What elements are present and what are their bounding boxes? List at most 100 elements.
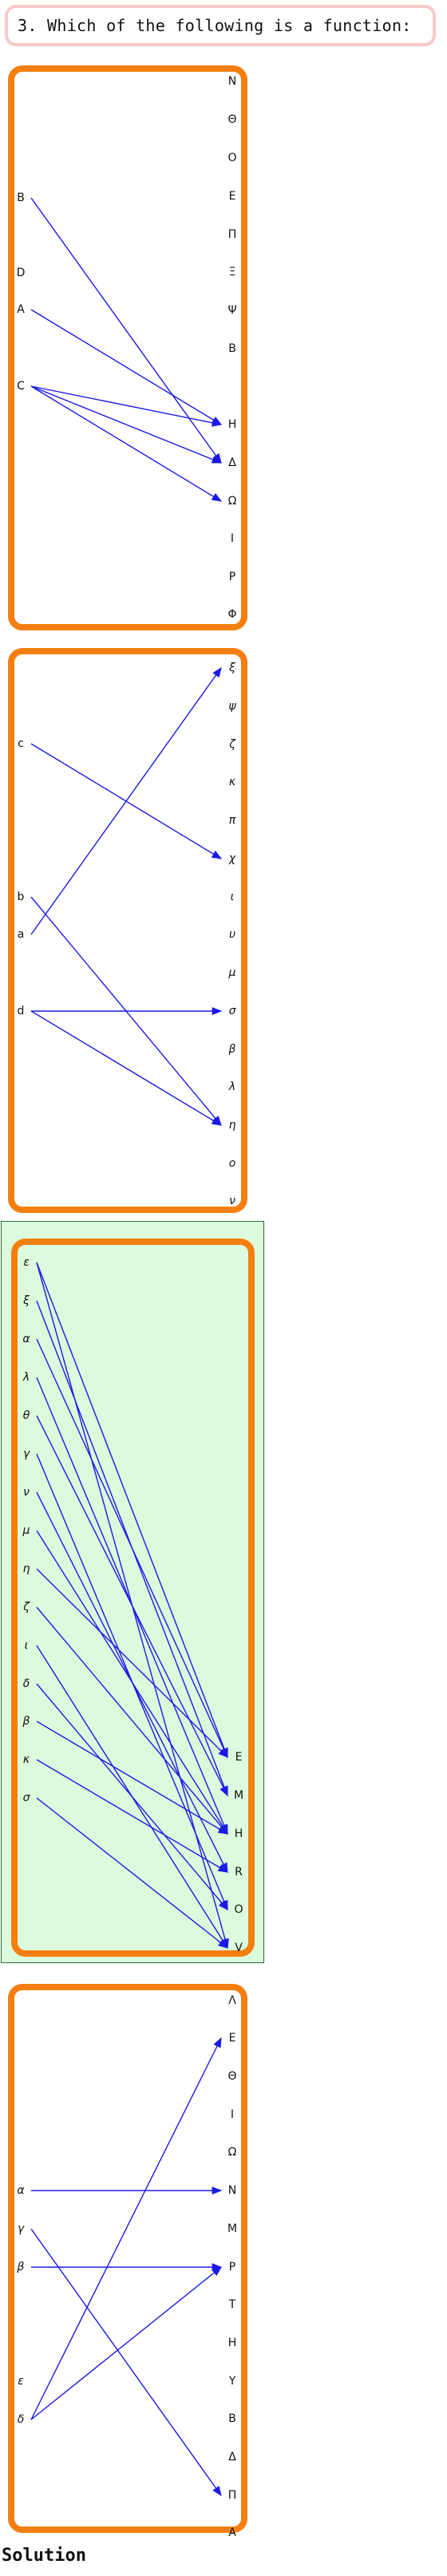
- codomain-element: χ: [228, 852, 236, 865]
- question-prompt: 3. Which of the following is a function:: [5, 5, 436, 46]
- codomain-element: Ξ: [228, 266, 236, 279]
- codomain-element: B: [228, 2412, 236, 2425]
- codomain-element: P: [228, 571, 236, 583]
- mapping-arrow: [30, 2266, 222, 2420]
- domain-element: b: [17, 891, 25, 903]
- domain-element: κ: [22, 1753, 30, 1766]
- domain-element: α: [22, 1333, 30, 1345]
- domain-element: c: [18, 737, 24, 750]
- codomain-element: O: [234, 1903, 243, 1916]
- codomain-element: Π: [227, 228, 237, 241]
- option-card-2[interactable]: [8, 648, 247, 1213]
- mapping-arrow: [30, 385, 223, 464]
- codomain-element: V: [235, 1942, 243, 1954]
- codomain-element: ο: [228, 1157, 236, 1170]
- codomain-element: Ω: [227, 2146, 237, 2159]
- codomain-element: A: [228, 2527, 236, 2539]
- domain-element: α: [17, 2184, 25, 2197]
- codomain-element: υ: [228, 928, 236, 941]
- codomain-element: Θ: [227, 113, 237, 126]
- option-card-1[interactable]: [8, 65, 247, 630]
- domain-element: a: [17, 928, 25, 941]
- codomain-element: Π: [227, 2489, 237, 2502]
- codomain-element: λ: [228, 1081, 236, 1093]
- codomain-element: Δ: [228, 456, 236, 469]
- codomain-element: π: [228, 814, 236, 827]
- mapping-arrow: [36, 1262, 228, 1759]
- domain-element: d: [17, 1005, 25, 1017]
- codomain-element: Δ: [228, 2451, 236, 2463]
- mapping-arrow: [30, 385, 223, 502]
- codomain-element: ν: [229, 1195, 235, 1207]
- domain-element: ε: [18, 2375, 24, 2388]
- codomain-element: N: [227, 75, 237, 88]
- codomain-element: O: [227, 152, 237, 164]
- mapping-arrow: [30, 666, 222, 935]
- domain-element: δ: [17, 2413, 25, 2426]
- mapping-arrow: [36, 1721, 229, 1835]
- codomain-element: ι: [230, 891, 235, 903]
- codomain-element: I: [230, 2108, 235, 2121]
- mapping-arrow: [36, 1683, 228, 1910]
- mapping-arrow: [36, 1606, 228, 1835]
- domain-element: μ: [22, 1524, 30, 1537]
- mapping-arrow: [30, 385, 223, 427]
- codomain-element: ξ: [229, 662, 235, 674]
- domain-element: A: [17, 303, 25, 316]
- mapping-arrow: [30, 309, 223, 425]
- codomain-element: ψ: [228, 700, 236, 713]
- domain-element: β: [22, 1715, 30, 1728]
- mapping-arrow: [30, 2228, 222, 2497]
- domain-element: C: [17, 380, 25, 393]
- option-card-3[interactable]: [11, 1239, 255, 1957]
- codomain-element: M: [233, 1789, 244, 1802]
- domain-element: ε: [23, 1256, 30, 1269]
- solution-heading: Solution: [2, 2546, 86, 2566]
- mapping-arrow: [30, 197, 222, 464]
- codomain-element: H: [227, 2337, 237, 2349]
- mapping-arrow: [30, 1010, 223, 1126]
- mapping-arrow: [36, 1568, 228, 1758]
- domain-element: ι: [24, 1639, 29, 1652]
- domain-element: η: [22, 1563, 30, 1575]
- domain-element: λ: [22, 1371, 30, 1384]
- domain-element: β: [17, 2261, 25, 2274]
- domain-element: D: [16, 267, 26, 279]
- codomain-element: E: [228, 2032, 236, 2045]
- mapping-arrow: [36, 1338, 228, 1759]
- codomain-element: B: [228, 342, 236, 355]
- domain-element: ν: [23, 1486, 30, 1499]
- codomain-element: σ: [228, 1005, 236, 1017]
- domain-element: B: [17, 192, 25, 204]
- codomain-element: Λ: [228, 1994, 236, 2007]
- domain-element: ζ: [23, 1601, 30, 1614]
- codomain-element: μ: [228, 966, 236, 979]
- codomain-element: H: [234, 1827, 243, 1840]
- codomain-element: N: [227, 2184, 237, 2197]
- codomain-element: E: [235, 1751, 243, 1764]
- codomain-element: R: [235, 1866, 243, 1879]
- codomain-element: η: [228, 1119, 236, 1132]
- codomain-element: E: [228, 190, 236, 203]
- codomain-element: I: [230, 532, 235, 545]
- domain-element: γ: [22, 1448, 30, 1460]
- domain-element: σ: [22, 1792, 30, 1804]
- mapping-arrow: [36, 1415, 228, 1797]
- mapping-arrow: [36, 1759, 229, 1873]
- mapping-arrow: [36, 1797, 228, 1949]
- codomain-element: Ω: [227, 495, 237, 508]
- codomain-element: β: [228, 1043, 236, 1056]
- codomain-element: Ψ: [227, 304, 237, 317]
- codomain-element: Y: [228, 2375, 236, 2388]
- option-card-4[interactable]: [8, 1984, 247, 2533]
- codomain-element: H: [227, 418, 237, 431]
- codomain-element: M: [227, 2222, 238, 2235]
- codomain-element: ζ: [229, 738, 235, 751]
- selected-option-highlight: [1, 1221, 264, 1963]
- codomain-element: κ: [228, 776, 236, 788]
- domain-element: δ: [22, 1677, 30, 1690]
- codomain-element: P: [228, 2261, 236, 2274]
- mapping-arrow: [36, 1530, 228, 1835]
- mapping-arrow: [30, 2037, 222, 2420]
